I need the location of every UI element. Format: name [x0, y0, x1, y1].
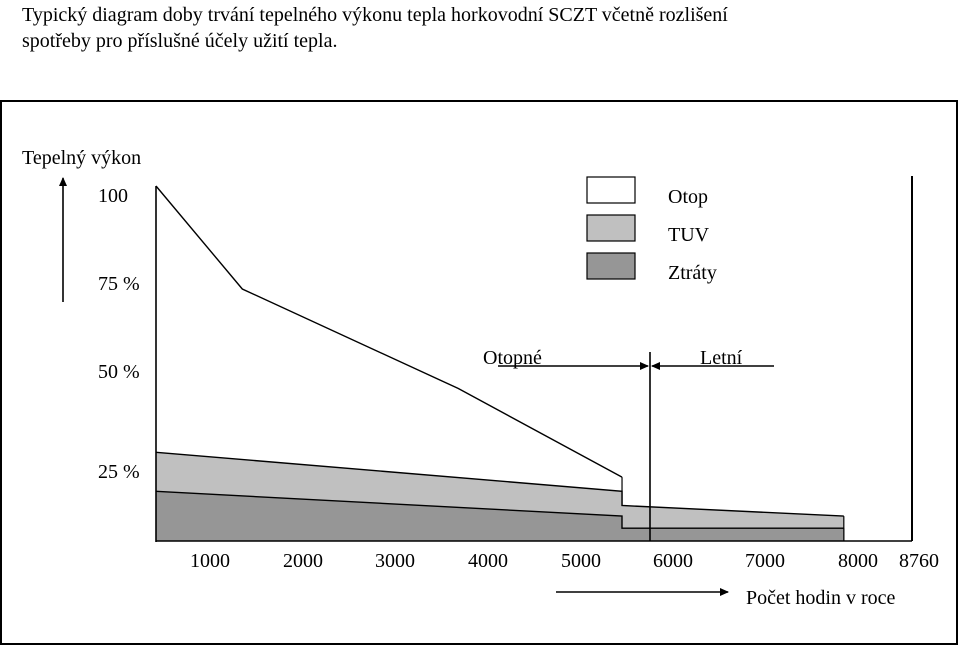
y-tick-label-25: 25 %: [98, 461, 140, 483]
y-axis-title: Tepelný výkon: [22, 147, 141, 169]
x-tick-label-5000: 5000: [561, 550, 601, 572]
chart-frame: [0, 100, 958, 645]
legend-label-ztraty: Ztráty: [668, 262, 717, 284]
summer-season-label: Letní: [700, 347, 743, 369]
x-tick-label-8000: 8000: [838, 550, 878, 572]
legend-swatch-tuv: [586, 214, 636, 242]
x-tick-label-3000: 3000: [375, 550, 415, 572]
legend-swatch-ztraty: [586, 252, 636, 280]
x-tick-label-4000: 4000: [468, 550, 508, 572]
series-line-ztráty: [155, 490, 844, 529]
x-tick-label-8760: 8760: [899, 550, 939, 572]
caption-line-2: spotřeby pro příslušné účely užití tepla…: [22, 30, 338, 52]
x-tick-label-2000: 2000: [283, 550, 323, 572]
y-tick-label-100: 100: [98, 185, 128, 207]
figure-caption: Typický diagram doby trvání tepelného vý…: [22, 2, 952, 54]
legend-label-tuv: TUV: [668, 224, 710, 246]
y-tick-label-50: 50 %: [98, 361, 140, 383]
series-line-tuv: [155, 451, 844, 517]
area-otop: [156, 186, 622, 541]
x-tick-label-6000: 6000: [653, 550, 693, 572]
legend-swatch-otop: [586, 176, 636, 204]
caption-line-1: Typický diagram doby trvání tepelného vý…: [22, 4, 728, 26]
x-tick-label-7000: 7000: [745, 550, 785, 572]
area-layers: [155, 185, 845, 541]
y-tick-label-75: 75 %: [98, 273, 140, 295]
heating-season-label: Otopné: [483, 347, 542, 369]
x-tick-label-1000: 1000: [190, 550, 230, 572]
legend-label-otop: Otop: [668, 186, 708, 208]
series-line-otop: [155, 185, 623, 478]
x-axis-title: Počet hodin v roce: [746, 587, 896, 609]
